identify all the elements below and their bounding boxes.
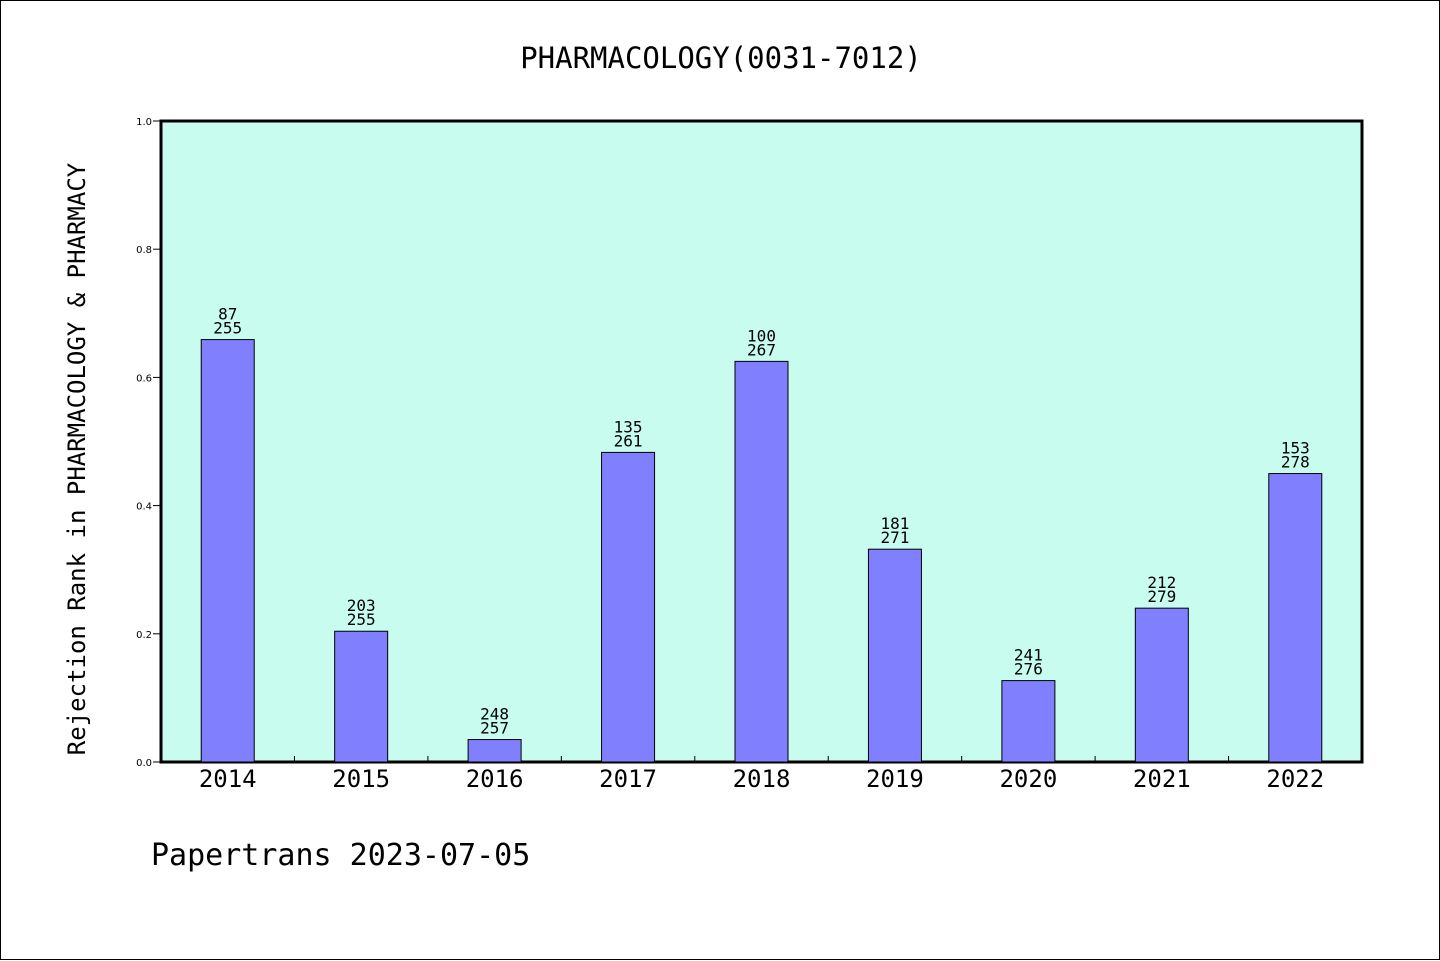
bar-total-label: 255 <box>347 610 376 629</box>
bar-rank-label: 135 <box>614 417 643 436</box>
y-tick-label: 0.8 <box>136 245 152 256</box>
footer-text: Papertrans 2023-07-05 <box>151 838 530 873</box>
y-tick-label: 0.2 <box>136 630 152 641</box>
bar-2015 <box>334 630 389 763</box>
bar-rank-label: 153 <box>1281 439 1310 458</box>
x-tick-label: 2017 <box>599 765 657 793</box>
y-axis-label: Rejection Rank in PHARMACOLOGY & PHARMAC… <box>63 162 91 755</box>
bar-2016 <box>467 739 522 763</box>
x-tick-label: 2014 <box>199 765 257 793</box>
bar-total-label: 271 <box>880 528 909 547</box>
bar-total-label: 267 <box>747 340 776 359</box>
y-tick-label: 1.0 <box>136 117 152 128</box>
bar-2021 <box>1134 607 1189 763</box>
bar-2014 <box>200 339 255 763</box>
bar-total-label: 279 <box>1147 587 1176 606</box>
bar-rank-label: 241 <box>1014 646 1043 665</box>
bar-total-label: 261 <box>614 431 643 450</box>
x-tick-label: 2016 <box>466 765 524 793</box>
x-tick-label: 2019 <box>866 765 924 793</box>
bar-labels-group: 8725520325524825713526110026718127124127… <box>213 305 1309 738</box>
y-tick-label: 0.0 <box>136 758 152 769</box>
y-tick-label: 0.6 <box>136 373 152 384</box>
bar-total-label: 278 <box>1281 453 1310 472</box>
bar-2020 <box>1001 680 1056 763</box>
bar-total-label: 276 <box>1014 660 1043 679</box>
bar-total-label: 255 <box>213 319 242 338</box>
x-tick-label: 2022 <box>1266 765 1324 793</box>
bar-2019 <box>867 548 922 763</box>
bar-rank-label: 87 <box>218 305 237 324</box>
bar-rank-label: 181 <box>880 514 909 533</box>
x-tick-label: 2020 <box>999 765 1057 793</box>
y-tick-label: 0.4 <box>136 502 152 513</box>
y-axis: 0.0 0.2 0.4 0.6 0.8 1.0 <box>136 117 161 769</box>
bar-2018 <box>734 360 789 763</box>
x-tick-label: 2021 <box>1133 765 1191 793</box>
bar-rank-label: 248 <box>480 705 509 724</box>
bar-2022 <box>1268 473 1323 763</box>
bar-rank-label: 100 <box>747 326 776 345</box>
bar-total-label: 257 <box>480 719 509 738</box>
x-axis: 2014 2015 2016 2017 2018 2019 2020 2021 2022 <box>199 756 1324 793</box>
chart-title: PHARMACOLOGY(0031-7012) <box>520 41 922 75</box>
bars-group <box>200 339 1323 763</box>
bar-rank-label: 212 <box>1147 573 1176 592</box>
bar-2017 <box>601 451 656 763</box>
x-tick-label: 2015 <box>332 765 390 793</box>
bar-rank-label: 203 <box>347 596 376 615</box>
x-tick-label: 2018 <box>733 765 791 793</box>
